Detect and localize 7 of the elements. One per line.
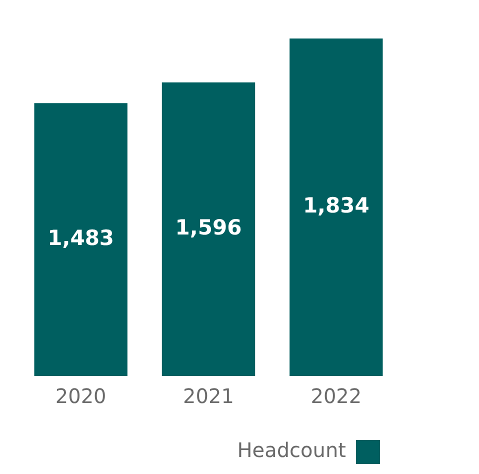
data-label: 1,483	[48, 226, 114, 250]
x-tick-label: 2020	[55, 384, 106, 408]
data-label: 1,596	[175, 216, 242, 240]
x-tick-label: 2021	[183, 384, 234, 408]
x-tick-label: 2022	[310, 384, 362, 408]
legend-label: Headcount	[237, 438, 346, 462]
data-label: 1,834	[302, 194, 370, 218]
